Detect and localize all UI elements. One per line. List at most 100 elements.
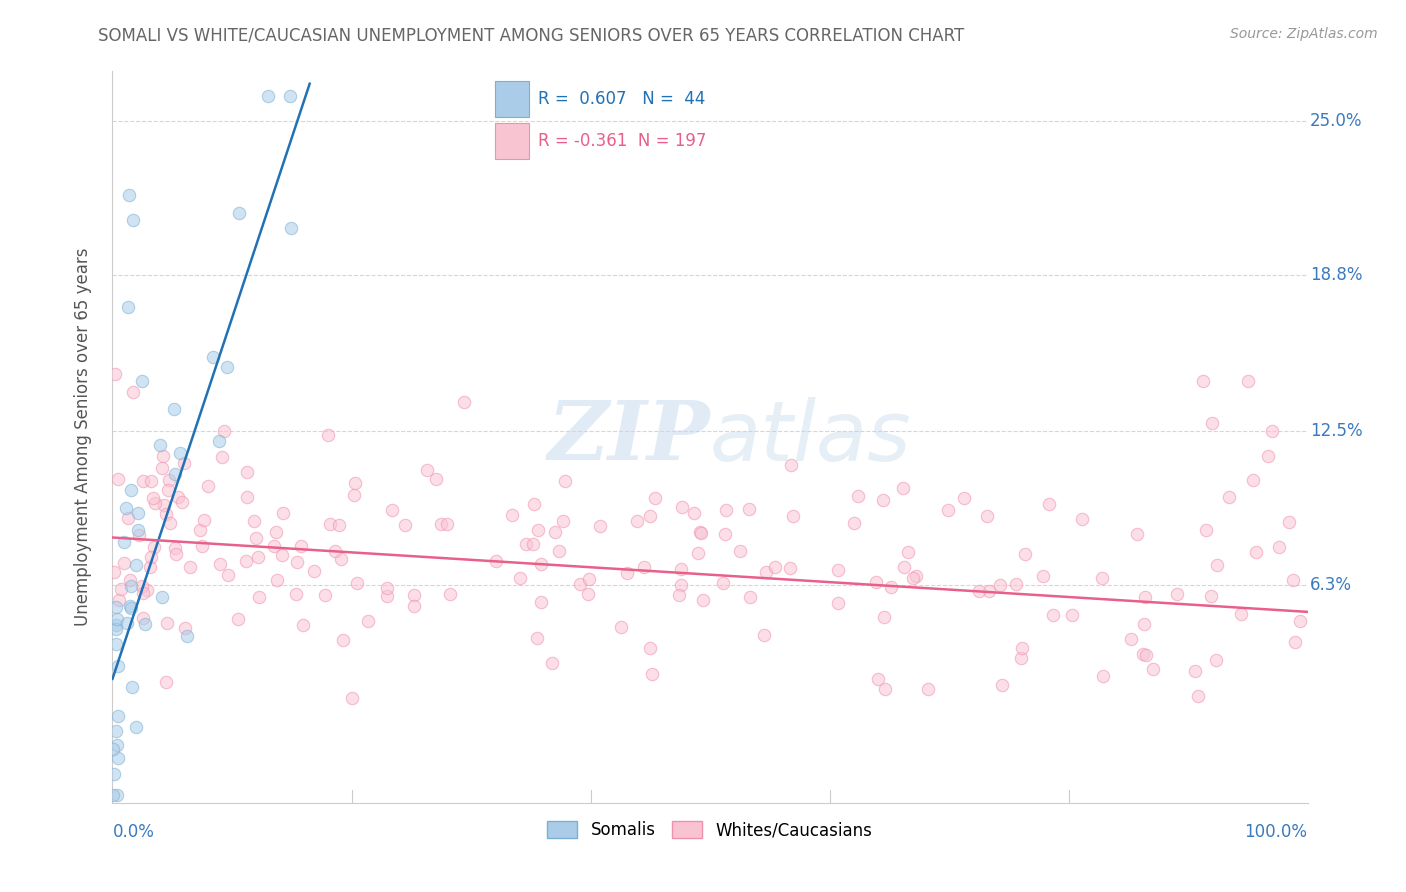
Point bbox=[551, 514, 574, 528]
Point bbox=[1132, 617, 1154, 632]
Point bbox=[644, 491, 666, 505]
Point bbox=[626, 514, 648, 528]
Point bbox=[897, 545, 920, 559]
Point bbox=[515, 536, 537, 550]
Point bbox=[453, 395, 475, 409]
Point bbox=[1032, 569, 1054, 583]
Point bbox=[357, 614, 380, 628]
Point bbox=[131, 374, 153, 388]
Point bbox=[780, 458, 803, 473]
Point bbox=[247, 590, 270, 604]
Point bbox=[1135, 648, 1157, 663]
Point bbox=[139, 560, 162, 574]
Text: 0.0%: 0.0% bbox=[112, 822, 155, 840]
Point bbox=[163, 467, 186, 481]
Point bbox=[323, 544, 346, 558]
Point bbox=[640, 667, 662, 681]
Point bbox=[159, 516, 181, 530]
Point bbox=[952, 491, 974, 505]
Point bbox=[404, 588, 426, 602]
Point bbox=[917, 682, 939, 697]
Point bbox=[1230, 607, 1253, 621]
Point bbox=[247, 550, 270, 565]
Text: SOMALI VS WHITE/CAUCASIAN UNEMPLOYMENT AMONG SENIORS OVER 65 YEARS CORRELATION C: SOMALI VS WHITE/CAUCASIAN UNEMPLOYMENT A… bbox=[98, 27, 965, 45]
Point bbox=[235, 466, 257, 480]
Point bbox=[589, 518, 612, 533]
Point bbox=[166, 491, 188, 505]
Point bbox=[827, 596, 849, 610]
Point bbox=[264, 524, 287, 539]
Point bbox=[141, 474, 163, 488]
Point bbox=[716, 503, 738, 517]
Point bbox=[1284, 635, 1306, 649]
Point bbox=[155, 507, 177, 521]
Point bbox=[217, 568, 239, 582]
Point bbox=[638, 509, 661, 524]
Point bbox=[141, 549, 163, 564]
Point bbox=[1010, 651, 1032, 665]
Point bbox=[163, 541, 186, 555]
Point bbox=[188, 523, 211, 537]
Point bbox=[683, 506, 706, 520]
Point bbox=[103, 767, 125, 781]
Point bbox=[211, 450, 233, 464]
Point bbox=[1011, 640, 1033, 655]
Point bbox=[105, 637, 128, 651]
Point bbox=[340, 690, 363, 705]
Point bbox=[616, 566, 638, 580]
Point bbox=[118, 599, 141, 613]
Point bbox=[967, 583, 990, 598]
Point bbox=[530, 595, 553, 609]
Point bbox=[671, 500, 693, 514]
Point bbox=[150, 590, 173, 604]
Point bbox=[501, 508, 523, 522]
Point bbox=[1257, 449, 1279, 463]
Point bbox=[526, 631, 548, 645]
Legend: Somalis, Whites/Caucasians: Somalis, Whites/Caucasians bbox=[541, 814, 879, 846]
Point bbox=[991, 677, 1014, 691]
Point bbox=[343, 488, 366, 502]
Point bbox=[316, 428, 339, 442]
Point bbox=[509, 571, 531, 585]
Point bbox=[278, 89, 301, 103]
Point bbox=[979, 584, 1001, 599]
Point bbox=[117, 511, 139, 525]
Point bbox=[633, 559, 655, 574]
Point bbox=[782, 508, 804, 523]
Point bbox=[115, 501, 138, 516]
Point bbox=[132, 586, 155, 600]
Point bbox=[165, 547, 187, 561]
Point bbox=[112, 556, 135, 570]
Point bbox=[344, 475, 367, 490]
Point bbox=[846, 489, 869, 503]
Point bbox=[873, 682, 896, 697]
Point bbox=[112, 535, 135, 549]
Point bbox=[554, 474, 576, 488]
Point bbox=[105, 611, 128, 625]
Point bbox=[530, 558, 553, 572]
Point bbox=[134, 616, 156, 631]
Text: 100.0%: 100.0% bbox=[1244, 822, 1308, 840]
Point bbox=[163, 401, 186, 416]
Point bbox=[415, 463, 437, 477]
Point bbox=[143, 496, 166, 510]
Point bbox=[101, 789, 124, 803]
Point bbox=[692, 593, 714, 607]
Point bbox=[436, 516, 458, 531]
Point bbox=[1205, 652, 1227, 666]
Point bbox=[827, 563, 849, 577]
Point bbox=[872, 492, 894, 507]
Point bbox=[394, 517, 416, 532]
Point bbox=[285, 587, 308, 601]
Point bbox=[738, 590, 761, 604]
Point bbox=[1187, 689, 1209, 703]
Point bbox=[193, 513, 215, 527]
Point bbox=[152, 498, 174, 512]
Point bbox=[314, 589, 336, 603]
Text: 12.5%: 12.5% bbox=[1310, 422, 1362, 440]
Point bbox=[107, 751, 129, 765]
Point bbox=[105, 618, 128, 632]
Point bbox=[266, 573, 288, 587]
Point bbox=[149, 438, 172, 452]
Text: 18.8%: 18.8% bbox=[1310, 266, 1362, 284]
